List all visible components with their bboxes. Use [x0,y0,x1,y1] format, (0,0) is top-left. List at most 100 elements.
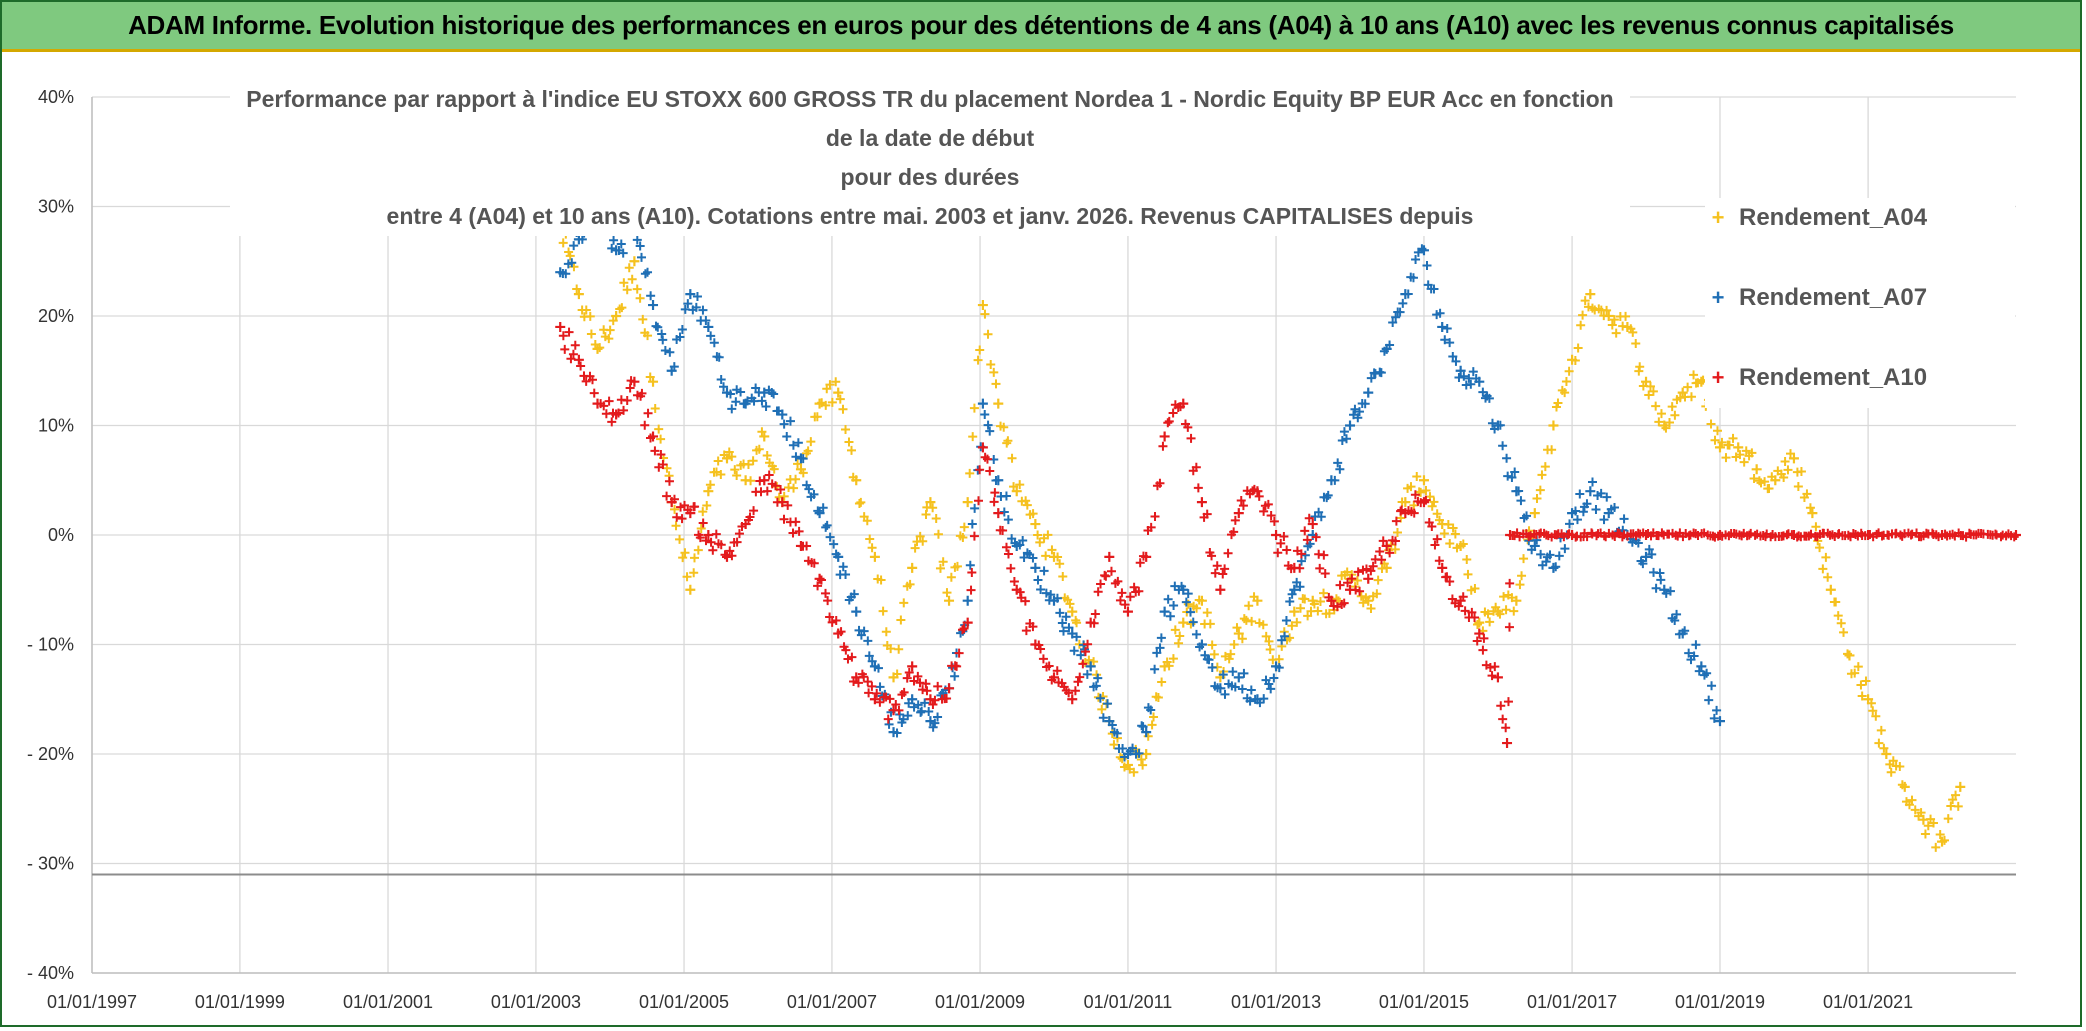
data-point [1170,625,1180,635]
data-point [1611,328,1621,338]
data-point [1498,441,1508,451]
data-point [1248,486,1258,496]
data-point [732,471,742,481]
data-point [1230,515,1240,525]
data-point [915,531,925,541]
data-point [1366,566,1376,576]
series-layer [555,201,2021,852]
data-point [675,534,685,544]
data-point [1635,362,1645,372]
data-point [1478,645,1488,655]
data-point [791,474,801,484]
data-point [1831,597,1841,607]
data-point [1710,435,1720,445]
data-point [848,472,858,482]
data-point [713,456,723,466]
data-point [793,438,803,448]
data-point [899,598,909,608]
data-point [749,396,759,406]
data-point [1656,409,1666,419]
data-point [1356,591,1366,601]
data-point [1899,781,1910,792]
data-point [653,322,663,332]
data-point [1150,664,1160,674]
data-point [1213,683,1223,693]
data-point [1064,623,1074,633]
report-banner-title: ADAM Informe. Evolution historique des p… [2,2,2080,52]
data-point [1273,548,1283,558]
data-point [1463,569,1473,579]
data-point [959,623,969,633]
data-point [1767,472,1777,482]
data-point [1057,618,1067,628]
data-point [1188,617,1198,627]
data-point [1233,672,1244,683]
data-point [1648,386,1658,396]
data-point [974,496,984,506]
data-point [1644,544,1654,554]
data-point [838,404,848,414]
data-point [1429,284,1439,294]
data-point [975,465,985,475]
data-point [1411,255,1421,265]
data-point [1185,607,1195,617]
data-point [970,503,980,513]
data-point [1337,436,1347,446]
data-point [1295,582,1305,592]
data-point [1582,499,1592,509]
data-point [965,560,975,570]
data-point [1920,829,1930,839]
data-point [933,712,943,722]
data-point [727,551,737,561]
data-point [1871,711,1881,721]
data-point [1654,417,1664,427]
data-point [558,331,568,341]
data-point [1470,583,1480,593]
data-point [637,388,647,398]
data-point [1418,245,1429,256]
data-point [683,299,693,309]
data-point [1395,307,1405,317]
data-point [991,379,1001,389]
data-point [1904,800,1914,810]
data-point [1694,666,1704,676]
data-point [812,412,822,422]
data-point [635,293,645,303]
data-point [1156,633,1166,643]
data-point [1153,692,1163,702]
data-point [1818,564,1828,574]
data-point [609,235,619,245]
data-point [1164,416,1174,426]
data-point [709,338,719,348]
data-point [714,352,724,362]
data-point [791,452,801,462]
data-point [875,697,885,707]
data-point [1119,762,1129,772]
data-point [779,514,789,524]
data-point [1067,606,1078,617]
y-tick-label: 20% [38,306,74,326]
data-point [1390,544,1400,554]
data-point [769,389,779,399]
data-point [846,445,856,455]
data-point [922,686,932,696]
data-point [1955,781,1966,792]
data-point [969,531,979,541]
data-point [1468,367,1478,377]
data-point [1207,640,1217,650]
data-point [1247,616,1257,626]
data-point [724,447,734,457]
data-point [1686,392,1696,402]
data-point [1529,508,1540,519]
data-point [1021,496,1031,506]
data-point [1366,373,1376,383]
data-point [1028,553,1038,563]
data-point [1168,408,1178,418]
y-tick-label: 10% [38,416,74,436]
data-point [1860,531,1870,541]
data-point [1263,499,1273,509]
data-point [1565,519,1575,529]
data-point [1576,320,1586,330]
legend-item-a07: + Rendement_A07 [1705,278,1928,318]
data-point [643,267,653,277]
